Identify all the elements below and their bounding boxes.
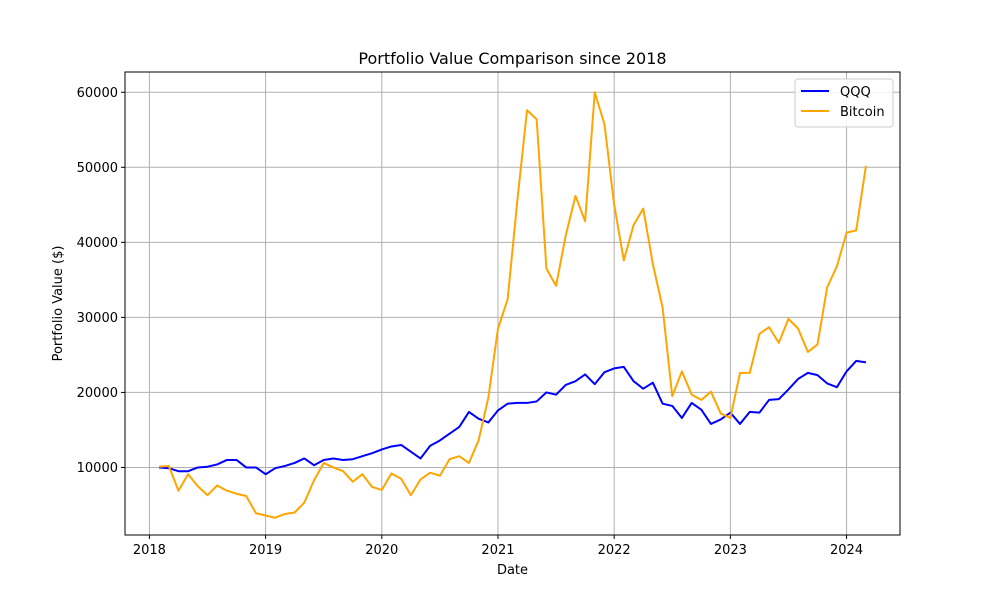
series-line-bitcoin [158, 91, 867, 519]
y-tick-label: 10000 [77, 461, 118, 476]
axis-ticks: 2018 2019 2020 2021 2022 2023 2024 10000 20000 30… [77, 86, 863, 558]
y-axis-label: Portfolio Value ($) [51, 246, 66, 362]
x-tick-label: 2020 [365, 543, 398, 558]
y-tick-label: 60000 [77, 86, 118, 101]
plot-frame [124, 71, 901, 536]
y-tick-label: 30000 [77, 311, 118, 326]
y-tick-label: 40000 [77, 236, 118, 251]
x-tick-label: 2022 [598, 543, 631, 558]
y-tick-label: 50000 [77, 161, 118, 176]
x-tick-label: 2024 [830, 543, 863, 558]
series-line-qqq [158, 359, 867, 476]
legend-label-bitcoin: Bitcoin [840, 105, 885, 120]
x-tick-label: 2019 [249, 543, 282, 558]
y-tick-label: 20000 [77, 386, 118, 401]
chart-title: Portfolio Value Comparison since 2018 [358, 49, 666, 68]
x-tick-label: 2023 [714, 543, 747, 558]
x-axis-label: Date [497, 563, 528, 578]
legend-label-qqq: QQQ [840, 85, 871, 100]
series-lines [158, 91, 867, 519]
x-tick-label: 2021 [481, 543, 514, 558]
x-tick-label: 2018 [133, 543, 166, 558]
legend: QQQ Bitcoin [794, 78, 894, 128]
